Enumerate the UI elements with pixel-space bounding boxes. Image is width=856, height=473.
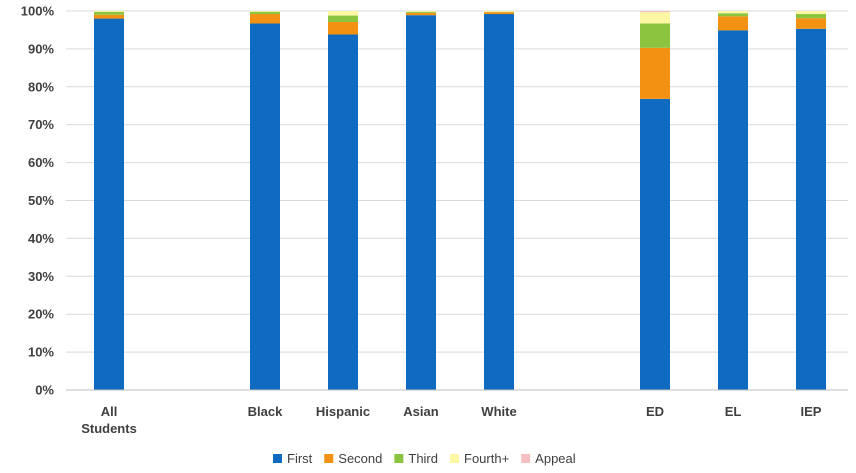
y-axis: 0% 10% 20% 30% 40% 50% 60% 70% 80% 90% 100% [21, 4, 55, 398]
bar-segment-fourth [406, 11, 436, 12]
y-tick-label: 90% [28, 41, 54, 56]
y-tick-label: 20% [28, 307, 54, 322]
y-tick-label: 0% [35, 383, 54, 398]
bar-segment-third [796, 14, 826, 19]
legend-swatch [521, 454, 531, 463]
bar-segment-appeal [640, 11, 670, 13]
legend-label: Appeal [535, 451, 576, 466]
y-tick-label: 40% [28, 231, 54, 246]
x-tick-label: White [481, 404, 516, 419]
bar-segment-second [718, 16, 748, 31]
bar-segment-third [250, 11, 280, 15]
bar-segment-first [328, 34, 358, 391]
bar-segment-second [250, 14, 280, 24]
x-tick-label: Asian [403, 404, 438, 419]
bar-segment-first [640, 98, 670, 390]
x-tick-label: EL [725, 404, 742, 419]
bar-segment-first [718, 30, 748, 390]
y-tick-label: 50% [28, 193, 54, 208]
legend-swatch [450, 454, 459, 463]
y-tick-label: 60% [28, 155, 54, 170]
bar-segment-third [718, 13, 748, 17]
x-tick-label: ED [646, 404, 664, 419]
gridlines [66, 10, 848, 353]
bar-segment-first [796, 28, 826, 391]
legend-label: First [287, 451, 313, 466]
legend-label: Third [408, 451, 438, 466]
bar-segment-first [484, 14, 514, 390]
bar-segment-third [94, 11, 124, 15]
bar-segment-first [406, 15, 436, 390]
legend-swatch [324, 454, 334, 463]
legend-swatch [273, 454, 282, 463]
bar-segment-second [94, 14, 124, 19]
x-tick-label: Students [81, 421, 137, 436]
x-tick-label: Black [248, 404, 283, 419]
bar-segment-third [640, 23, 670, 48]
bar-segment-fourth [250, 11, 280, 12]
x-axis: All Students Black Hispanic Asian White ED EL IE… [81, 404, 822, 436]
y-tick-label: 70% [28, 117, 54, 132]
legend-label: Fourth+ [464, 451, 509, 466]
y-tick-label: 80% [28, 79, 54, 94]
y-tick-label: 30% [28, 269, 54, 284]
bar-segment-third [406, 11, 436, 13]
legend-label: Second [338, 451, 382, 466]
bar-segment-second [640, 47, 670, 99]
legend-swatch [394, 454, 404, 463]
bar-segment-second [328, 21, 358, 35]
x-tick-label: All [101, 404, 118, 419]
bar-segment-second [484, 12, 514, 15]
bar-segment-fourth [796, 11, 826, 15]
y-tick-label: 100% [21, 4, 55, 19]
bar-segment-second [796, 18, 826, 29]
bar-segment-fourth [640, 12, 670, 24]
x-tick-label: Hispanic [316, 404, 370, 419]
bar-segment-third [328, 15, 358, 22]
bar-segment-fourth [328, 11, 358, 16]
bar-segment-second [406, 12, 436, 16]
bar-segment-first [250, 23, 280, 391]
x-tick-label: IEP [801, 404, 822, 419]
legend: First Second Third Fourth+ Appeal [273, 451, 576, 466]
bars [94, 11, 826, 391]
bar-segment-fourth [484, 11, 514, 12]
y-tick-label: 10% [28, 345, 54, 360]
bar-segment-fourth [94, 11, 124, 12]
bar-segment-fourth [718, 11, 748, 14]
bar-segment-first [94, 18, 124, 391]
